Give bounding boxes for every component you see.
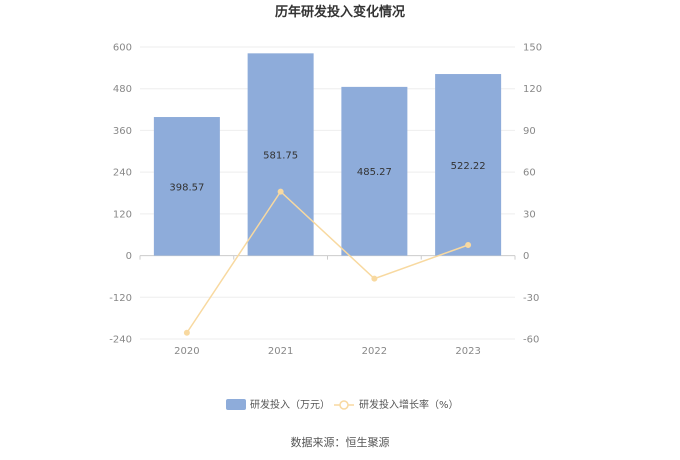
right-tick-label: 30 [523, 209, 536, 220]
legend-item-line[interactable]: 研发投入增长率（%） [334, 398, 459, 411]
right-tick-label: 150 [523, 43, 542, 54]
legend-bar-label: 研发投入（万元） [250, 398, 330, 411]
left-tick-label: 120 [113, 209, 132, 220]
bar[interactable] [247, 53, 314, 256]
x-tick-label: 2021 [268, 346, 293, 357]
left-tick-label: 0 [126, 251, 132, 262]
chart-title: 历年研发投入变化情况 [275, 4, 405, 20]
source-text: 数据来源：恒生聚源 [291, 435, 390, 449]
left-tick-label: 480 [113, 84, 132, 95]
bar[interactable] [435, 74, 502, 256]
bar-data-label: 581.75 [263, 150, 298, 161]
right-tick-label: 0 [523, 251, 529, 262]
bar-data-label: 398.57 [169, 182, 204, 193]
legend-line-label: 研发投入增长率（%） [359, 398, 459, 411]
x-axis: 2020 2021 2022 2023 [139, 255, 516, 357]
legend: 研发投入（万元） 研发投入增长率（%） [226, 398, 459, 411]
bar[interactable] [153, 117, 220, 256]
x-tick-label: 2022 [362, 346, 387, 357]
line-point[interactable] [371, 275, 378, 282]
x-tick-label: 2020 [174, 346, 199, 357]
right-tick-label: -60 [523, 335, 539, 346]
left-tick-label: -240 [109, 335, 132, 346]
left-tick-label: 360 [113, 126, 132, 137]
bar-series [153, 53, 502, 256]
right-tick-label: 60 [523, 168, 536, 179]
left-tick-label: 240 [113, 168, 132, 179]
data-labels: 398.57 581.75 485.27 522.22 [169, 150, 485, 193]
x-tick-label: 2023 [455, 346, 480, 357]
left-axis: 600 480 360 240 120 0 -120 -240 [109, 43, 132, 346]
line-point[interactable] [277, 188, 284, 195]
line-point[interactable] [465, 242, 472, 249]
bar-data-label: 485.27 [357, 167, 392, 178]
left-tick-label: -120 [109, 293, 132, 304]
right-tick-label: 90 [523, 126, 536, 137]
bar-data-label: 522.22 [451, 161, 486, 172]
growth-line [186, 190, 469, 334]
line-series [183, 188, 472, 336]
bar[interactable] [341, 86, 408, 256]
right-tick-label: -30 [523, 293, 539, 304]
legend-bar-swatch [226, 399, 246, 410]
right-tick-label: 120 [523, 84, 542, 95]
right-axis: 150 120 90 60 30 0 -30 -60 [523, 43, 542, 346]
line-point[interactable] [183, 329, 190, 336]
legend-line-marker [339, 400, 349, 410]
legend-item-bar[interactable]: 研发投入（万元） [226, 398, 330, 411]
left-tick-label: 600 [113, 43, 132, 54]
